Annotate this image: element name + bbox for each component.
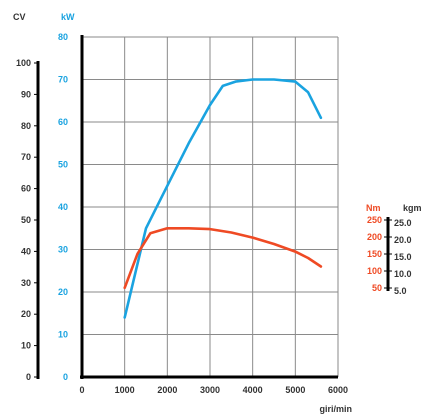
cv-tick-label: 20 — [21, 309, 31, 319]
kgm-axis-unit: kgm — [403, 203, 422, 213]
kw-tick-label: 0 — [63, 372, 68, 382]
kw-tick-label: 80 — [58, 32, 68, 42]
cv-axis-unit: CV — [13, 12, 26, 22]
cv-tick-label: 50 — [21, 215, 31, 225]
x-tick-label: 6000 — [328, 385, 348, 395]
axes — [34, 35, 392, 379]
nm-tick-label: 200 — [367, 232, 382, 242]
nm-tick-label: 150 — [367, 249, 382, 259]
x-tick-label: 0 — [79, 385, 84, 395]
x-tick-label: 1000 — [115, 385, 135, 395]
cv-tick-label: 0 — [26, 372, 31, 382]
x-axis-label: giri/min — [319, 404, 352, 414]
nm-tick-label: 250 — [367, 215, 382, 225]
torque-curve-line — [123, 227, 323, 290]
kw-tick-label: 40 — [58, 202, 68, 212]
kgm-tick-label: 20.0 — [394, 235, 412, 245]
cv-tick-label: 100 — [16, 58, 31, 68]
cv-tick-label: 60 — [21, 184, 31, 194]
kgm-tick-label: 5.0 — [394, 286, 407, 296]
kw-tick-label: 70 — [58, 75, 68, 85]
kw-tick-label: 50 — [58, 160, 68, 170]
kw-tick-label: 60 — [58, 117, 68, 127]
x-tick-label: 5000 — [285, 385, 305, 395]
power-curve-line — [123, 78, 323, 319]
cv-tick-label: 70 — [21, 152, 31, 162]
kw-tick-label: 20 — [58, 287, 68, 297]
cv-tick-label: 80 — [21, 121, 31, 131]
series-group — [123, 78, 323, 319]
nm-tick-label: 100 — [367, 266, 382, 276]
kgm-tick-label: 25.0 — [394, 218, 412, 228]
kw-tick-label: 10 — [58, 330, 68, 340]
x-tick-label: 4000 — [243, 385, 263, 395]
cv-tick-label: 90 — [21, 89, 31, 99]
x-tick-label: 3000 — [200, 385, 220, 395]
cv-tick-label: 10 — [21, 341, 31, 351]
nm-axis-unit: Nm — [366, 203, 381, 213]
nm-tick-label: 50 — [372, 283, 382, 293]
labels-group: 0 10 20 30 40 50 60 70 80 90 100 CV 0 10 20 30 40 50 60 70 8… — [13, 12, 422, 414]
kw-tick-label: 30 — [58, 245, 68, 255]
kgm-tick-label: 10.0 — [394, 269, 412, 279]
x-tick-label: 2000 — [157, 385, 177, 395]
cv-tick-label: 30 — [21, 278, 31, 288]
grid — [82, 36, 339, 377]
kgm-tick-label: 15.0 — [394, 252, 412, 262]
cv-tick-label: 40 — [21, 246, 31, 256]
kw-axis-unit: kW — [61, 12, 75, 22]
